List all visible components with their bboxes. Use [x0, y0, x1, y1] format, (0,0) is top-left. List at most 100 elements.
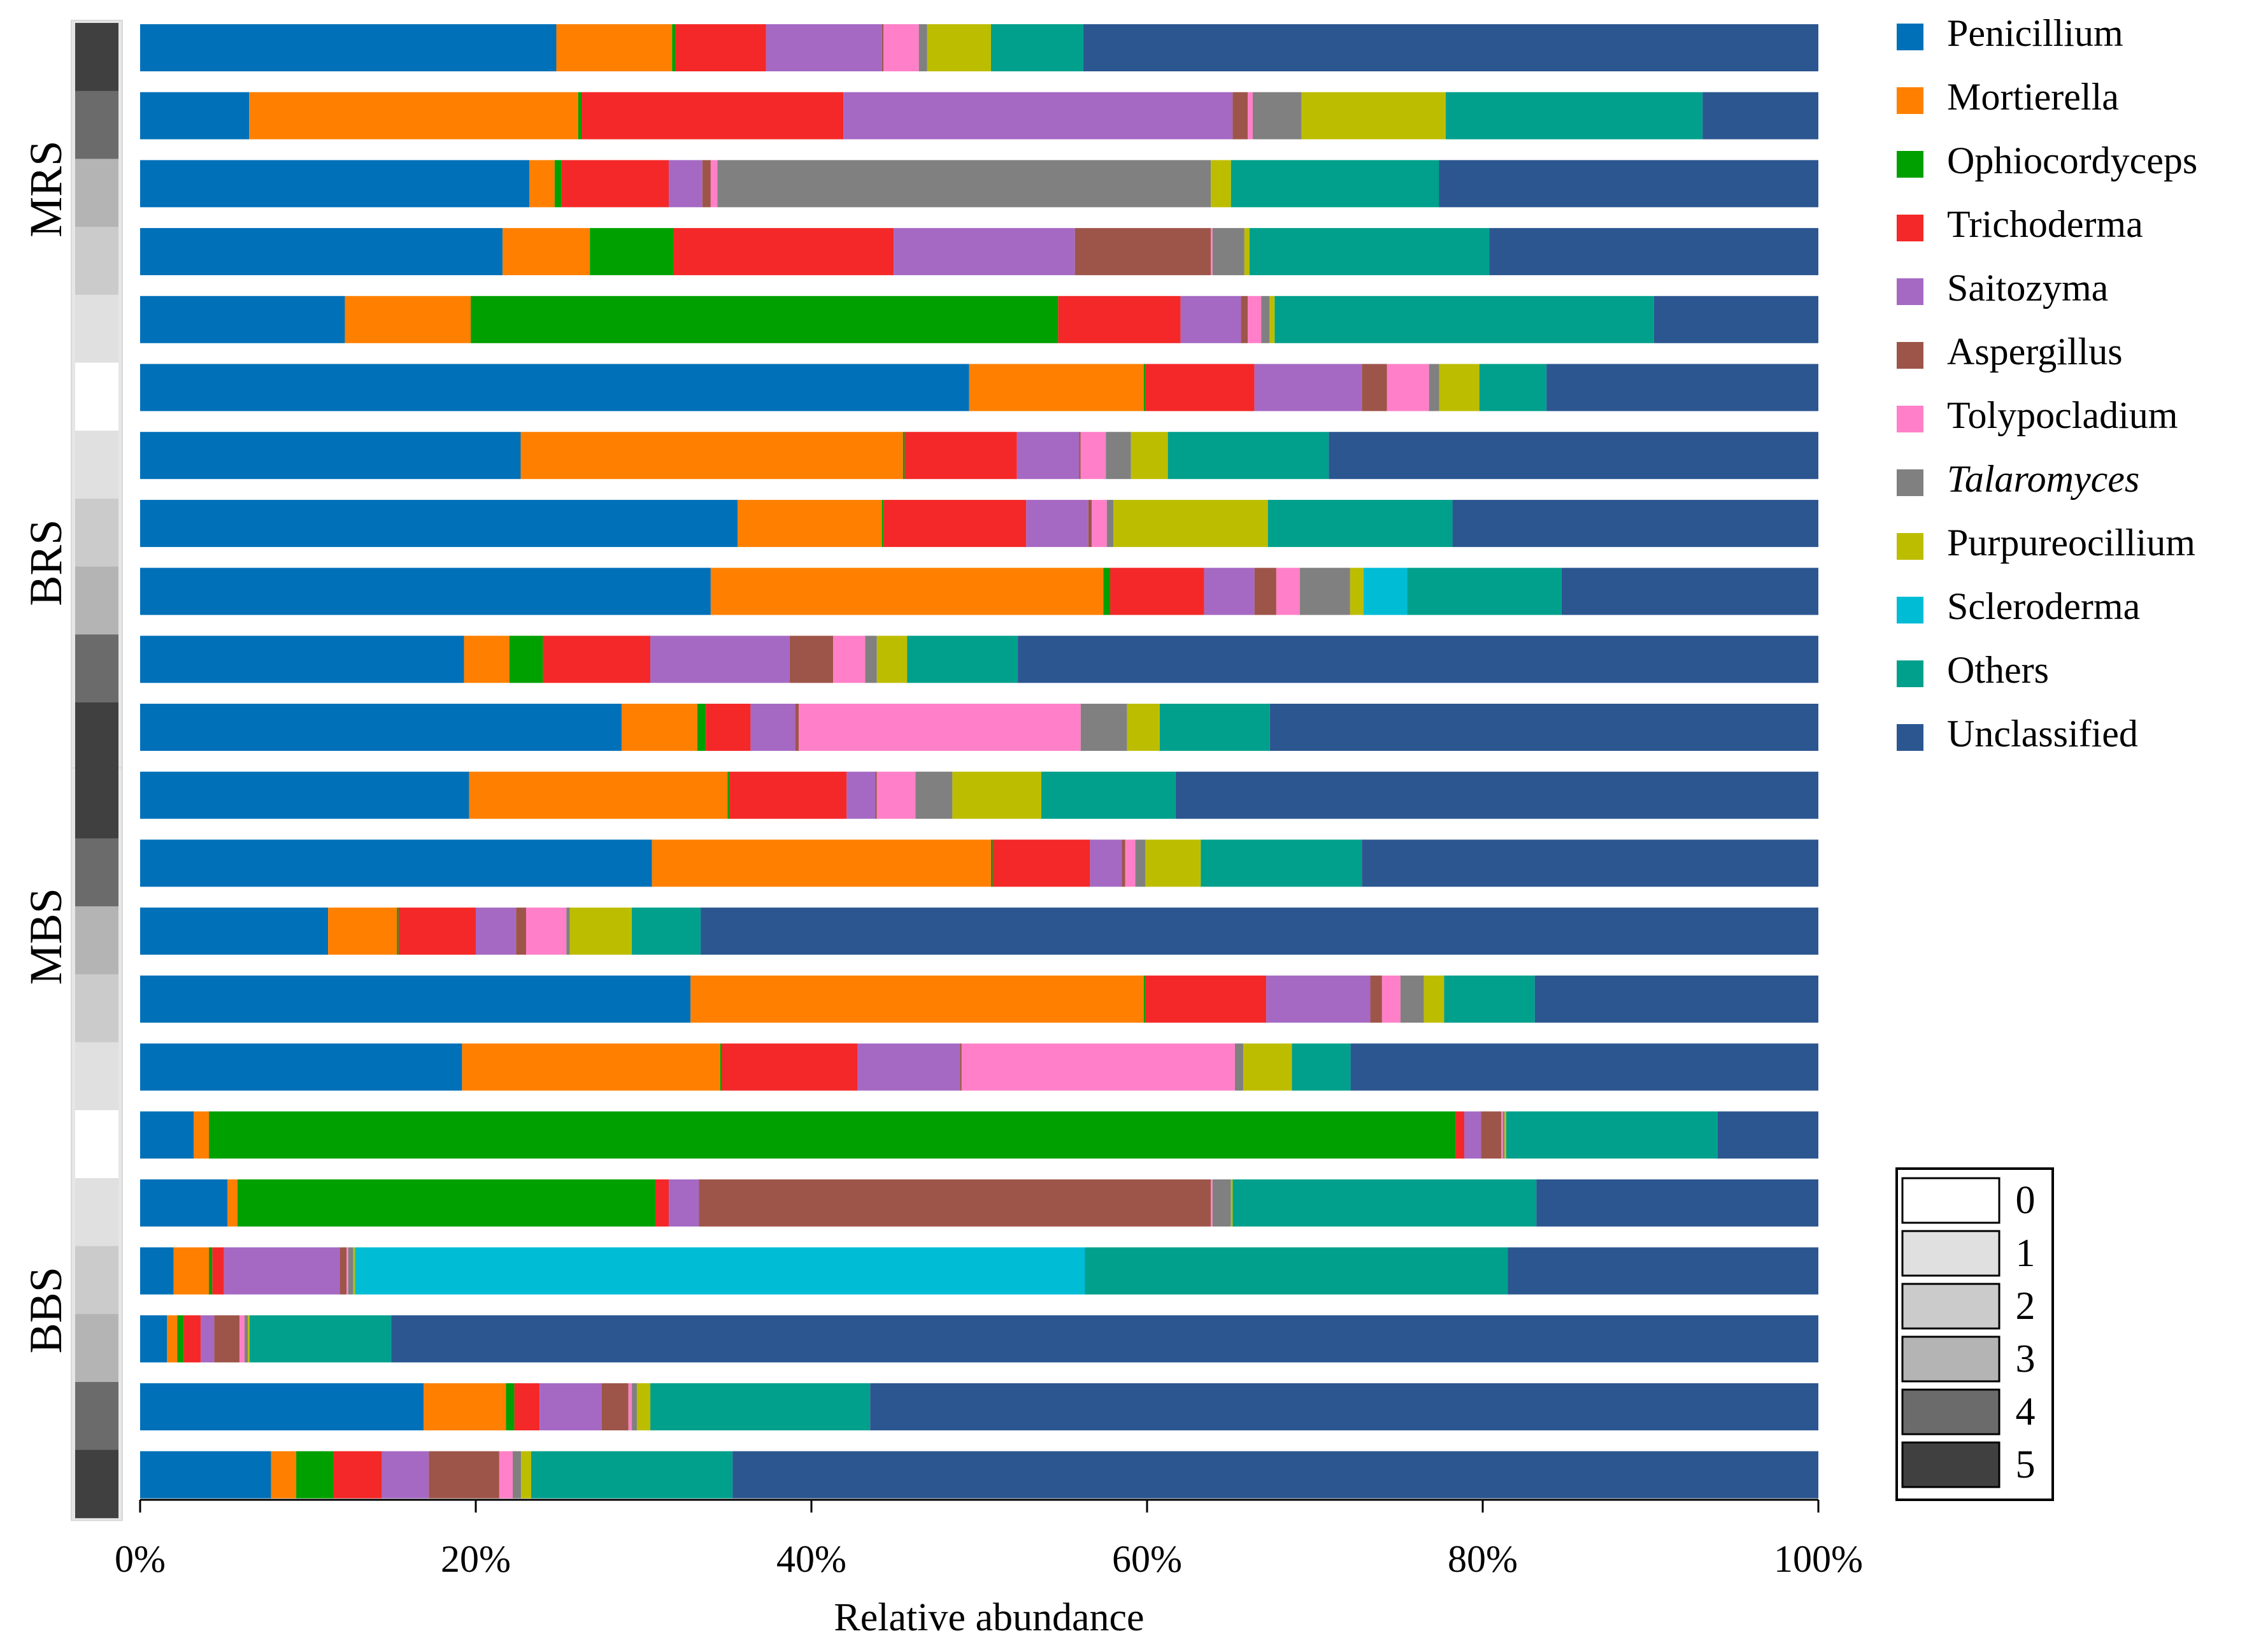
- legend-swatch: [1897, 724, 1923, 751]
- bar-segment: [271, 1451, 297, 1499]
- level-cell: [75, 702, 118, 771]
- bar-segment: [875, 771, 877, 819]
- legend-item: Ophiocordyceps: [1897, 139, 2197, 182]
- bar-segment: [1135, 839, 1146, 887]
- bar-segment: [883, 24, 919, 71]
- bar-segment: [201, 1315, 215, 1363]
- bar-segment: [990, 24, 1083, 71]
- bar-segment: [476, 908, 517, 955]
- bar-segment: [1125, 839, 1136, 887]
- bar-segment: [333, 1451, 382, 1499]
- bar-segment: [398, 908, 476, 955]
- bar-segment: [1106, 432, 1131, 480]
- bar-segment: [554, 160, 562, 208]
- bar-segment: [140, 771, 469, 819]
- level-cell: [75, 227, 118, 296]
- bar-segment: [429, 1451, 499, 1499]
- level-cell: [75, 1042, 118, 1111]
- bar-segment: [833, 636, 866, 683]
- legend-swatch: [1897, 469, 1923, 496]
- bar-segment: [1018, 636, 1818, 683]
- bar-segment: [990, 839, 993, 887]
- level-cell: [75, 498, 118, 567]
- bar-segment: [672, 24, 676, 71]
- level-legend-item: 1: [1901, 1230, 2036, 1277]
- bar-segment: [1092, 499, 1107, 547]
- bar-segment: [1244, 228, 1250, 276]
- legend-label: Others: [1947, 649, 2049, 691]
- bar-segment: [1201, 839, 1362, 887]
- level-cell: [75, 1110, 118, 1179]
- bar-segment: [1276, 567, 1300, 615]
- legend-label: Purpureocillium: [1947, 522, 2195, 564]
- bar-segment: [462, 1043, 720, 1091]
- level-cell: [75, 1178, 118, 1247]
- legend-swatch: [1897, 87, 1923, 114]
- level-cell: [75, 906, 118, 975]
- bar-segment: [1269, 296, 1275, 343]
- bar-segment: [1159, 704, 1270, 751]
- bar-segment: [569, 908, 632, 955]
- bar-segment: [1502, 1111, 1505, 1159]
- bar-segment: [140, 364, 969, 411]
- bar-segment: [1504, 1111, 1506, 1159]
- x-tick-label: 20%: [441, 1538, 511, 1580]
- level-legend-swatch: [1901, 1441, 2001, 1488]
- bar-segment: [650, 636, 790, 683]
- bar-segment: [1446, 92, 1703, 139]
- bar-segment: [214, 1315, 240, 1363]
- bar-segment: [699, 1179, 1211, 1227]
- bar-segment: [881, 24, 884, 71]
- level-legend-item: 2: [1901, 1283, 2036, 1330]
- bar-segment: [514, 1383, 540, 1430]
- level-strip: [75, 23, 118, 1518]
- bar-segment: [1266, 975, 1371, 1023]
- level-legend-label: 4: [2016, 1390, 2036, 1434]
- bar-segment: [738, 499, 882, 547]
- bar-segment: [140, 1451, 271, 1499]
- level-legend-swatch: [1901, 1283, 2001, 1330]
- bar-row: [140, 975, 1818, 1023]
- bar-segment: [140, 1247, 174, 1295]
- bar-row: [140, 1179, 1818, 1227]
- level-cell: [75, 566, 118, 635]
- x-tick-label: 100%: [1774, 1538, 1863, 1580]
- bar-row: [140, 499, 1818, 547]
- level-cell: [75, 294, 118, 363]
- bar-segment: [1232, 92, 1248, 139]
- legend-swatch: [1897, 406, 1923, 432]
- bar-segment: [1058, 296, 1181, 343]
- level-cell: [75, 159, 118, 227]
- bar-row: [140, 704, 1818, 751]
- bar-segment: [992, 839, 1090, 887]
- bar-segment: [590, 228, 674, 276]
- legend-swatch: [1897, 533, 1923, 560]
- bar-segment: [194, 1111, 210, 1159]
- bar-segment: [249, 92, 578, 139]
- bar-segment: [1211, 228, 1213, 276]
- level-legend: 0 1 2 3 4 5: [1895, 1167, 2054, 1501]
- bar-segment: [902, 432, 905, 480]
- legend-label: Tolypocladium: [1947, 394, 2178, 436]
- bar-segment: [177, 1315, 184, 1363]
- bar-segment: [1267, 499, 1453, 547]
- bar-segment: [1212, 228, 1245, 276]
- bar-segment: [1536, 1179, 1818, 1227]
- bar-segment: [209, 1111, 1456, 1159]
- bar-segment: [464, 636, 510, 683]
- bar-segment: [531, 1451, 733, 1499]
- legend-item: Saitozyma: [1897, 267, 2108, 309]
- bar-segment: [1363, 567, 1408, 615]
- x-tick-label: 40%: [776, 1538, 846, 1580]
- bar-segment: [1080, 704, 1127, 751]
- bar-segment: [183, 1315, 201, 1363]
- bar-segment: [961, 1043, 1235, 1091]
- legend-item: Mortierella: [1897, 76, 2119, 118]
- bar-segment: [1254, 364, 1362, 411]
- legend-label: Mortierella: [1947, 76, 2119, 118]
- bar-segment: [1234, 1043, 1244, 1091]
- bar-segment: [1350, 1043, 1818, 1091]
- level-legend-item: 4: [1901, 1388, 2036, 1435]
- group-label: BBS: [20, 1267, 71, 1353]
- bar-segment: [621, 704, 697, 751]
